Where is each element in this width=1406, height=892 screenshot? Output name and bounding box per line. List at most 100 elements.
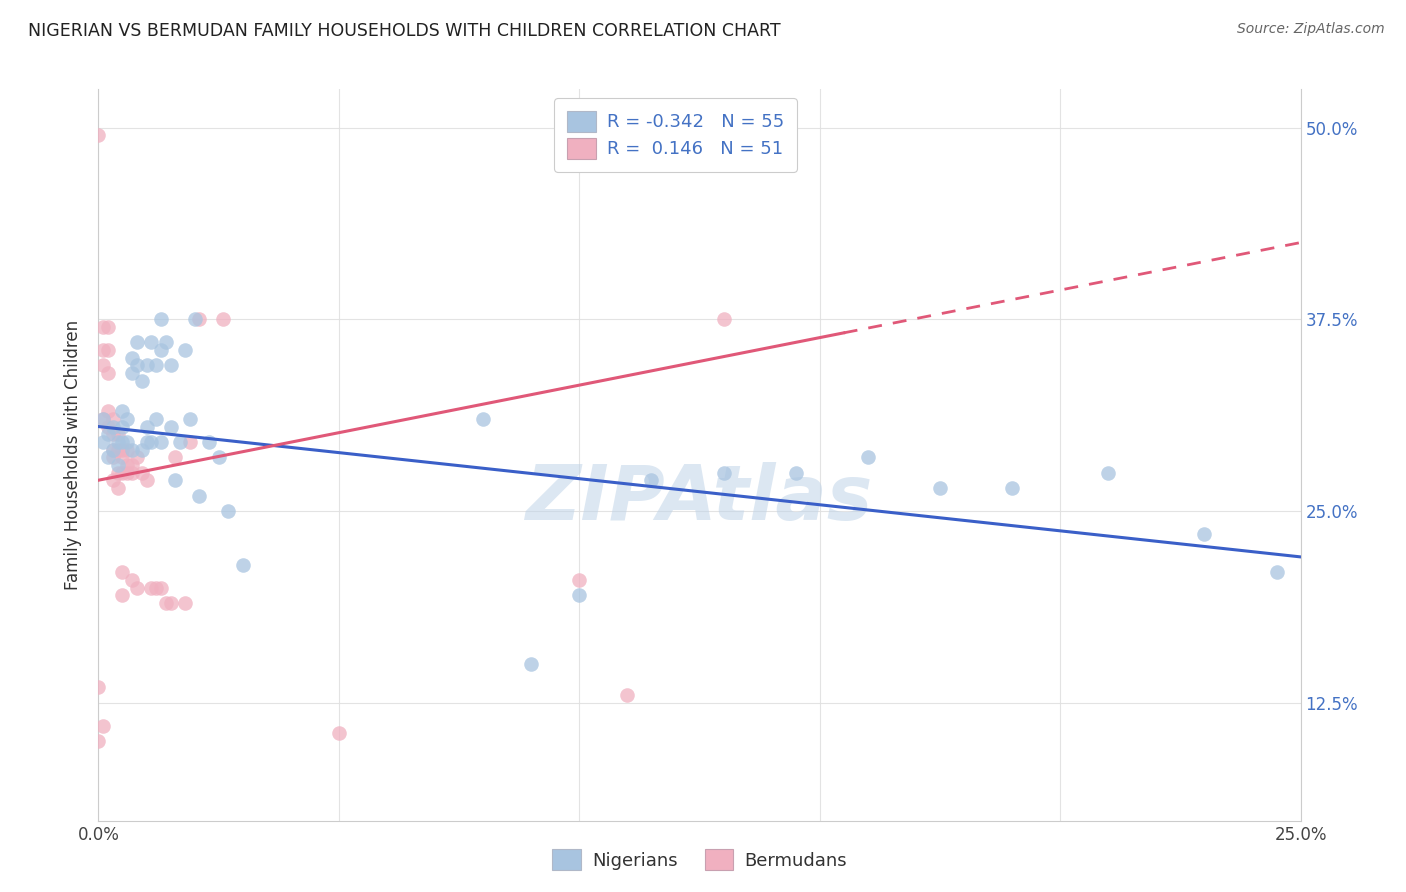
Point (856, 450, 879, 465)
Point (149, 312, 172, 326)
Point (91, 412, 114, 426)
Point (117, 466, 139, 480)
Point (232, 558, 254, 572)
Point (125, 450, 148, 465)
Point (1265, 566, 1288, 580)
Point (472, 412, 495, 426)
Point (111, 419, 134, 434)
Point (107, 434, 129, 449)
Point (165, 450, 187, 465)
Point (188, 489, 211, 503)
Point (111, 566, 134, 580)
Point (131, 374, 153, 388)
Point (165, 473, 187, 487)
Point (101, 450, 124, 465)
Text: ZIPAtlas: ZIPAtlas (526, 462, 873, 536)
Point (568, 573, 591, 587)
Point (125, 335, 148, 350)
Point (121, 573, 143, 587)
Point (149, 581, 172, 595)
Point (155, 335, 177, 350)
Point (208, 450, 231, 465)
Point (1097, 466, 1119, 480)
Point (188, 312, 211, 326)
Point (155, 596, 177, 610)
Point (97, 343, 120, 357)
Point (141, 335, 163, 350)
Point (145, 581, 167, 595)
Point (101, 412, 124, 426)
Point (117, 434, 139, 449)
Point (1001, 481, 1024, 495)
Point (101, 427, 124, 442)
Point (159, 596, 181, 610)
Point (212, 312, 235, 326)
Point (713, 312, 735, 326)
Point (928, 481, 950, 495)
Point (101, 442, 124, 457)
Point (107, 481, 129, 495)
Point (198, 434, 221, 449)
Point (328, 726, 350, 740)
Y-axis label: Family Households with Children: Family Households with Children (65, 320, 83, 590)
Text: Source: ZipAtlas.com: Source: ZipAtlas.com (1237, 22, 1385, 37)
Point (179, 412, 201, 426)
Point (135, 473, 157, 487)
Point (179, 434, 201, 449)
Point (111, 434, 134, 449)
Point (121, 466, 143, 480)
Point (97, 427, 120, 442)
Point (97, 319, 120, 334)
Point (616, 688, 638, 702)
Point (87, 680, 110, 694)
Point (149, 343, 172, 357)
Point (131, 442, 153, 457)
Point (97, 419, 120, 434)
Point (141, 434, 163, 449)
Point (145, 412, 167, 426)
Point (97, 450, 120, 465)
Point (111, 404, 134, 418)
Point (111, 466, 134, 480)
Point (107, 442, 129, 457)
Point (91, 319, 114, 334)
Point (520, 657, 543, 672)
Point (121, 442, 143, 457)
Point (183, 312, 205, 326)
Point (568, 588, 591, 602)
Point (159, 419, 181, 434)
Point (713, 466, 735, 480)
Point (121, 351, 143, 365)
Point (97, 366, 120, 380)
Point (145, 358, 167, 372)
Point (135, 419, 157, 434)
Point (87, 734, 110, 748)
Point (107, 466, 129, 480)
Point (91, 343, 114, 357)
Point (111, 588, 134, 602)
Point (125, 358, 148, 372)
Point (1194, 527, 1216, 541)
Point (97, 404, 120, 418)
Point (101, 473, 124, 487)
Legend: Nigerians, Bermudans: Nigerians, Bermudans (546, 842, 853, 878)
Point (159, 358, 181, 372)
Text: NIGERIAN VS BERMUDAN FAMILY HOUSEHOLDS WITH CHILDREN CORRELATION CHART: NIGERIAN VS BERMUDAN FAMILY HOUSEHOLDS W… (28, 22, 780, 40)
Point (107, 427, 129, 442)
Point (125, 581, 148, 595)
Point (174, 596, 197, 610)
Point (135, 434, 157, 449)
Point (121, 366, 143, 380)
Point (117, 458, 139, 472)
Point (174, 343, 197, 357)
Point (149, 434, 172, 449)
Point (785, 466, 807, 480)
Point (121, 458, 143, 472)
Point (91, 358, 114, 372)
Point (91, 434, 114, 449)
Point (640, 473, 662, 487)
Point (141, 581, 163, 595)
Point (101, 442, 124, 457)
Point (117, 412, 139, 426)
Point (217, 504, 239, 518)
